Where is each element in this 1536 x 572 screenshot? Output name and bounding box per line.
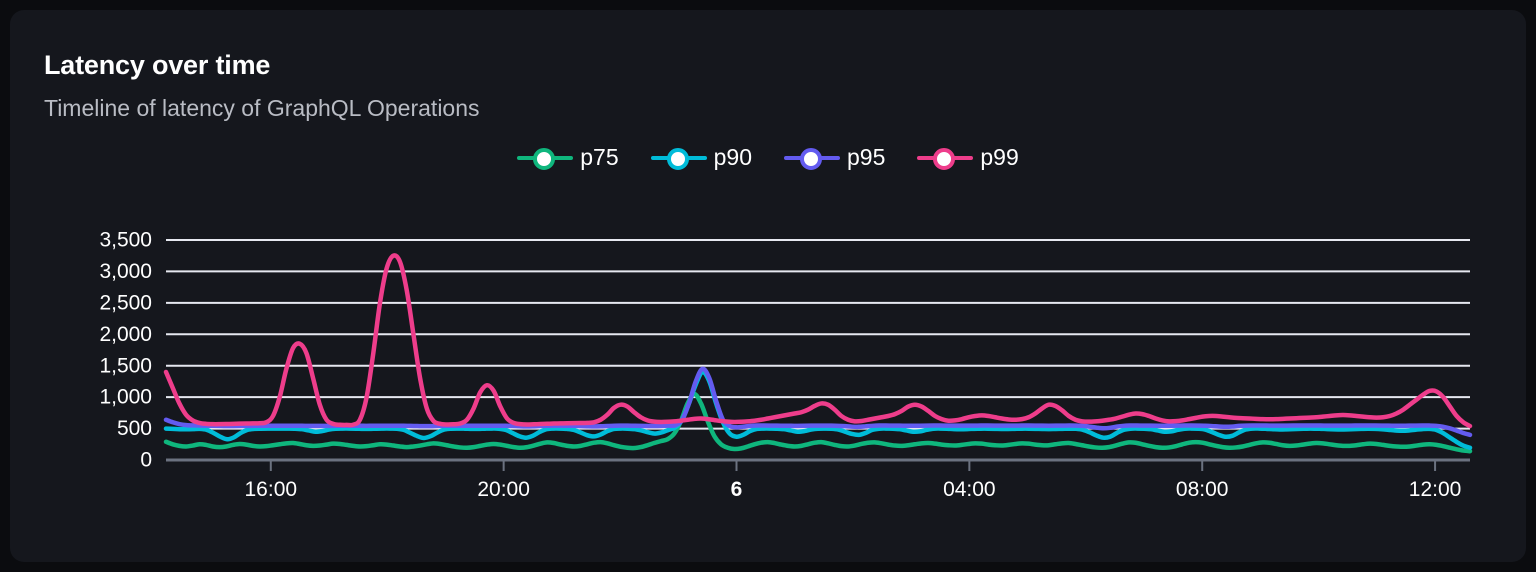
page-title: Latency over time — [44, 50, 271, 80]
chart-legend: p75 p90 p95 p99 — [10, 144, 1526, 171]
y-axis-tick-label: 1,500 — [99, 354, 152, 377]
y-axis-tick-label: 3,000 — [99, 260, 152, 283]
chart-subtitle: Timeline of latency of GraphQL Operation… — [44, 95, 480, 121]
legend-item-label: p99 — [980, 144, 1019, 170]
legend-marker-icon — [650, 146, 707, 170]
series-line-p90 — [163, 369, 1473, 450]
legend-item-p75[interactable]: p75 — [517, 144, 619, 171]
x-axis-tick-label: 16:00 — [245, 478, 298, 501]
latency-line-chart: 0 500 1,000 1,500 2,000 2,500 3,000 3,500 16:00… — [99, 229, 1473, 501]
series-line-p75 — [163, 391, 1473, 454]
legend-marker-icon — [784, 146, 840, 170]
legend-item-p99[interactable]: p99 — [917, 144, 1019, 171]
series-line-p99 — [163, 253, 1473, 429]
x-axis-tick-label: 08:00 — [1176, 478, 1229, 501]
legend-item-label: p95 — [847, 144, 886, 170]
y-axis-tick-label: 500 — [117, 417, 152, 440]
y-axis-tick-label: 3,500 — [99, 229, 152, 252]
chart-y-axis-labels: 0 500 1,000 1,500 2,000 2,500 3,000 3,500 — [99, 229, 152, 472]
x-axis-tick-label: 12:00 — [1409, 478, 1462, 501]
x-axis-tick-label: 04:00 — [943, 478, 996, 501]
y-axis-tick-label: 2,500 — [99, 291, 152, 314]
chart-x-axis-ticks — [269, 461, 1437, 471]
series-line-p95 — [163, 366, 1473, 438]
x-axis-tick-label: 6 — [731, 478, 743, 501]
y-axis-tick-label: 1,000 — [99, 386, 152, 409]
legend-item-p95[interactable]: p95 — [784, 144, 885, 171]
legend-item-label: p90 — [713, 144, 752, 170]
chart-series-lines — [163, 253, 1473, 454]
chart-plot-area: 0 500 1,000 1,500 2,000 2,500 3,000 3,500 16:00… — [10, 206, 1526, 506]
legend-marker-icon — [517, 146, 574, 170]
chart-x-axis-labels: 16:00 20:00 6 04:00 08:00 12:00 — [245, 478, 1462, 501]
legend-marker-icon — [917, 146, 974, 170]
legend-item-label: p75 — [580, 144, 619, 170]
legend-item-p90[interactable]: p90 — [650, 144, 752, 171]
y-axis-tick-label: 2,000 — [99, 323, 152, 346]
latency-chart-card: Latency over time Timeline of latency of… — [10, 10, 1526, 562]
y-axis-tick-label: 0 — [140, 449, 152, 472]
x-axis-tick-label: 20:00 — [477, 478, 530, 501]
